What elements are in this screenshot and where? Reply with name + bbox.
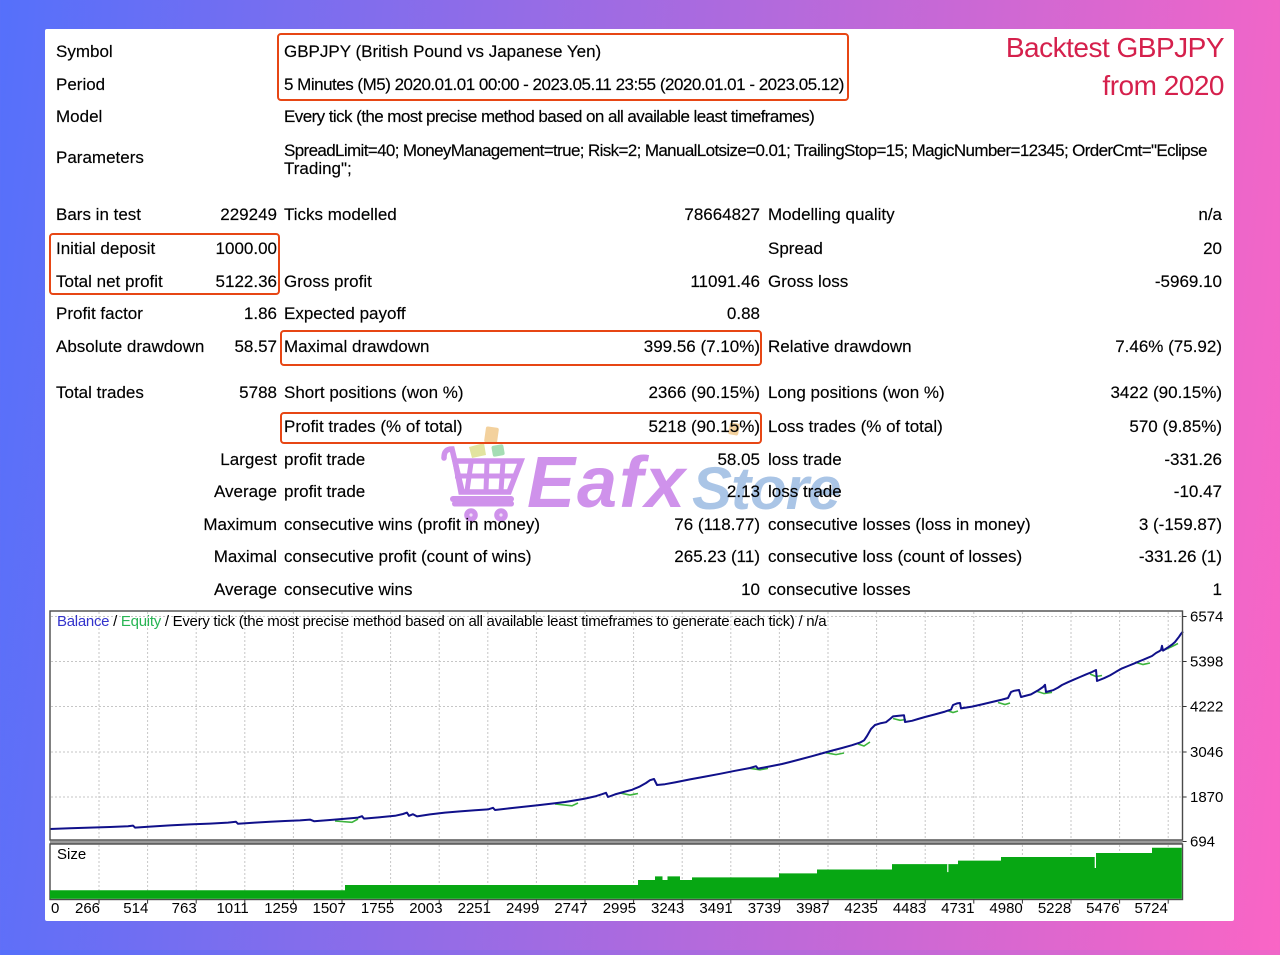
svg-text:514: 514 (123, 900, 148, 917)
svg-text:5228: 5228 (1038, 900, 1071, 917)
svg-text:4483: 4483 (893, 900, 926, 917)
svg-text:3987: 3987 (796, 900, 829, 917)
svg-text:2251: 2251 (458, 900, 491, 917)
svg-text:3491: 3491 (699, 900, 732, 917)
svg-text:5476: 5476 (1086, 900, 1119, 917)
svg-text:2747: 2747 (554, 900, 587, 917)
svg-text:3243: 3243 (651, 900, 684, 917)
svg-text:2995: 2995 (603, 900, 636, 917)
svg-text:1755: 1755 (361, 900, 394, 917)
svg-text:5724: 5724 (1135, 900, 1168, 917)
svg-text:3739: 3739 (748, 900, 781, 917)
svg-text:2499: 2499 (506, 900, 539, 917)
svg-text:5398: 5398 (1190, 654, 1223, 671)
svg-text:1870: 1870 (1190, 789, 1223, 806)
svg-text:Store: Store (692, 455, 840, 522)
svg-text:2003: 2003 (409, 900, 442, 917)
svg-text:3046: 3046 (1190, 744, 1223, 761)
svg-text:694: 694 (1190, 834, 1215, 851)
svg-text:1259: 1259 (264, 900, 297, 917)
svg-text:Eafx: Eafx (527, 443, 688, 523)
svg-text:0: 0 (51, 900, 59, 917)
svg-text:4235: 4235 (844, 900, 877, 917)
svg-text:4980: 4980 (989, 900, 1022, 917)
svg-text:1011: 1011 (216, 900, 248, 917)
svg-text:4222: 4222 (1190, 699, 1223, 716)
svg-text:4731: 4731 (941, 900, 974, 917)
svg-text:1507: 1507 (313, 900, 346, 917)
svg-text:6574: 6574 (1190, 609, 1223, 626)
svg-text:266: 266 (75, 900, 100, 917)
svg-text:763: 763 (172, 900, 197, 917)
